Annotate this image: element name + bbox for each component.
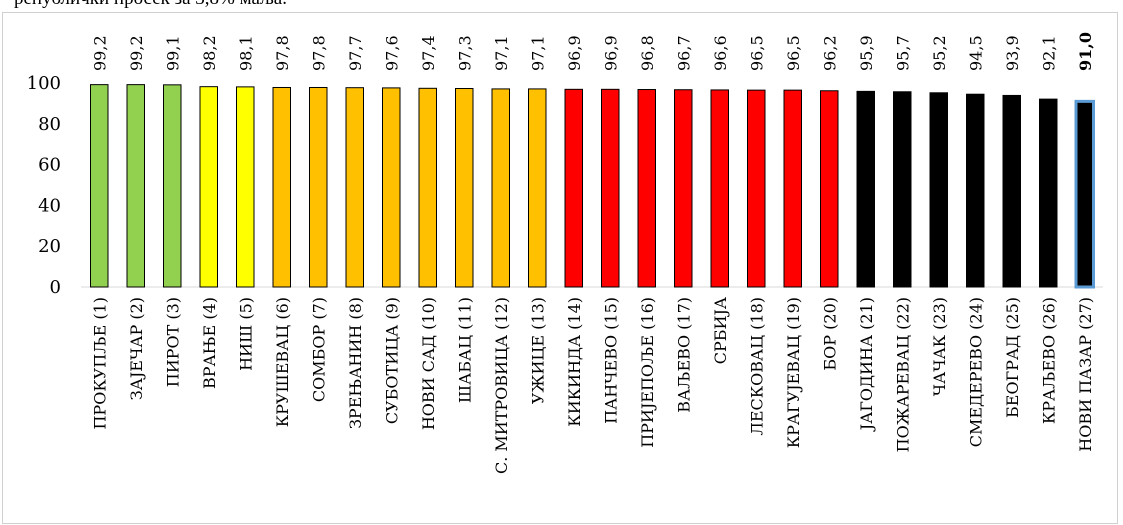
- y-tick-label: 20: [38, 236, 61, 257]
- y-tick-label: 60: [38, 155, 61, 176]
- data-label: 98,1: [236, 35, 255, 71]
- bar: [820, 90, 839, 288]
- bar: [856, 90, 875, 288]
- bar: [455, 88, 474, 288]
- data-label: 95,2: [930, 35, 949, 71]
- x-tick-label: ПРИЈЕПОЉЕ (16): [638, 297, 657, 448]
- x-tick-label: СОМБОР (7): [309, 297, 328, 402]
- bar: [601, 88, 620, 288]
- bar: [564, 88, 583, 288]
- bar: [1074, 99, 1095, 289]
- data-label: 96,9: [601, 35, 620, 71]
- data-label: 96,2: [820, 35, 839, 71]
- data-label: 97,1: [528, 35, 547, 71]
- bar-chart: 0 20 40 60 80 100 99,2 99,2 99,1 98,2 98,1 97,8 97,…: [27, 32, 1103, 474]
- x-tick-label: НОВИ САД (10): [419, 297, 438, 430]
- x-tick-label: ШАБАЦ (11): [455, 297, 474, 403]
- bar: [272, 86, 291, 288]
- bar: [491, 88, 510, 288]
- data-label: 97,8: [273, 35, 292, 71]
- bars: [90, 84, 1095, 289]
- data-label: 93,9: [1003, 35, 1022, 71]
- bar: [893, 91, 912, 288]
- x-tick-label: ЛЕСКОВАЦ (18): [747, 297, 766, 436]
- y-tick-label: 40: [38, 195, 61, 216]
- bar: [199, 86, 218, 288]
- data-label: 97,4: [419, 35, 438, 71]
- data-label: 95,9: [857, 35, 876, 71]
- x-tick-label: КРАГУЈЕВАЦ (19): [784, 297, 803, 448]
- data-labels: 99,2 99,2 99,1 98,2 98,1 97,8 97,8 97,7 97,6 97,4…: [90, 32, 1095, 71]
- bar: [418, 87, 437, 288]
- bar: [345, 87, 364, 288]
- bar: [1039, 98, 1058, 288]
- x-tick-label: ЗРЕЊАНИН (8): [346, 297, 365, 429]
- bar: [236, 86, 255, 288]
- data-label: 99,2: [90, 35, 109, 71]
- data-label: 97,8: [309, 35, 328, 71]
- bar: [637, 89, 656, 288]
- x-tick-label: ПРОКУПЉЕ (1): [90, 297, 109, 430]
- x-tick-label: УЖИЦЕ (13): [528, 297, 547, 404]
- x-tick-label: ЧАЧАК (23): [930, 297, 949, 396]
- data-label: 96,9: [565, 35, 584, 71]
- x-tick-label: КРУШЕВАЦ (6): [273, 297, 292, 427]
- data-label: 98,2: [200, 35, 219, 71]
- x-tick-label: ВАЉЕВО (17): [674, 297, 693, 413]
- data-label: 97,1: [492, 35, 511, 71]
- data-label: 95,7: [893, 35, 912, 71]
- data-label: 99,2: [127, 35, 146, 71]
- x-tick-label: БОР (20): [820, 297, 839, 371]
- x-tick-label: С. МИТРОВИЦА (12): [492, 297, 511, 474]
- bar: [710, 89, 729, 288]
- x-tick-label: СМЕДЕРЕВО (24): [966, 297, 985, 447]
- data-label: 96,8: [638, 35, 657, 71]
- data-label: 96,5: [747, 35, 766, 71]
- chart-area: 0 20 40 60 80 100 99,2 99,2 99,1 98,2 98,1 97,8 97,…: [2, 12, 1118, 524]
- y-tick-label: 80: [38, 114, 61, 135]
- y-tick-label: 100: [27, 73, 61, 94]
- bar: [309, 86, 328, 288]
- bar: [747, 89, 766, 288]
- bar: [674, 89, 693, 288]
- bar: [126, 84, 145, 288]
- x-tick-label: ВРАЊЕ (4): [200, 297, 219, 389]
- x-tick-labels: ПРОКУПЉЕ (1) ЗАЈЕЧАР (2) ПИРОТ (3) ВРАЊЕ (4…: [90, 297, 1095, 474]
- data-label: 96,5: [784, 35, 803, 71]
- data-label: 94,5: [966, 35, 985, 71]
- data-label: 97,6: [382, 35, 401, 71]
- bar: [1002, 94, 1021, 288]
- data-label: 96,7: [674, 35, 693, 71]
- bar: [783, 89, 802, 288]
- data-label: 99,1: [163, 35, 182, 71]
- data-label: 92,1: [1039, 35, 1058, 71]
- data-label: 97,7: [346, 35, 365, 71]
- x-tick-label: ПАНЧЕВО (15): [601, 297, 620, 424]
- x-tick-label: КРАЉЕВО (26): [1039, 297, 1058, 424]
- data-label: 97,3: [455, 35, 474, 71]
- y-tick-label: 0: [50, 277, 61, 298]
- bar: [528, 88, 547, 288]
- bar: [382, 87, 401, 288]
- x-tick-label: СУБОТИЦА (9): [382, 297, 401, 424]
- x-tick-label: КИКИНДА (14): [565, 297, 584, 427]
- x-tick-label: ПИРОТ (3): [163, 297, 182, 387]
- x-tick-label: ЗАЈЕЧАР (2): [127, 297, 146, 400]
- bar: [90, 84, 109, 288]
- x-tick-label: НИШ (5): [236, 297, 255, 371]
- bar: [163, 84, 182, 288]
- x-tick-label: ЈАГОДИНА (21): [857, 297, 876, 432]
- bar: [929, 92, 948, 288]
- x-tick-label: ПОЖАРЕВАЦ (22): [893, 297, 912, 452]
- data-label: 91,0: [1076, 32, 1095, 71]
- page-text-fragment: републички просек за 3,8% маља.: [14, 0, 287, 10]
- x-tick-label: СРБИЈА: [711, 297, 730, 364]
- x-tick-label: НОВИ ПАЗАР (27): [1076, 297, 1095, 452]
- bar: [966, 93, 985, 288]
- x-tick-label: БЕОГРАД (25): [1003, 297, 1022, 418]
- data-label: 96,6: [711, 35, 730, 71]
